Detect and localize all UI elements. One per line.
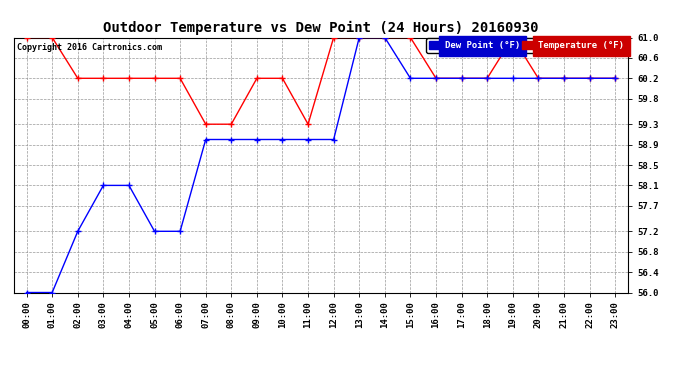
Legend: Dew Point (°F), Temperature (°F): Dew Point (°F), Temperature (°F) <box>426 38 627 53</box>
Text: Copyright 2016 Cartronics.com: Copyright 2016 Cartronics.com <box>17 43 162 52</box>
Title: Outdoor Temperature vs Dew Point (24 Hours) 20160930: Outdoor Temperature vs Dew Point (24 Hou… <box>103 21 539 35</box>
